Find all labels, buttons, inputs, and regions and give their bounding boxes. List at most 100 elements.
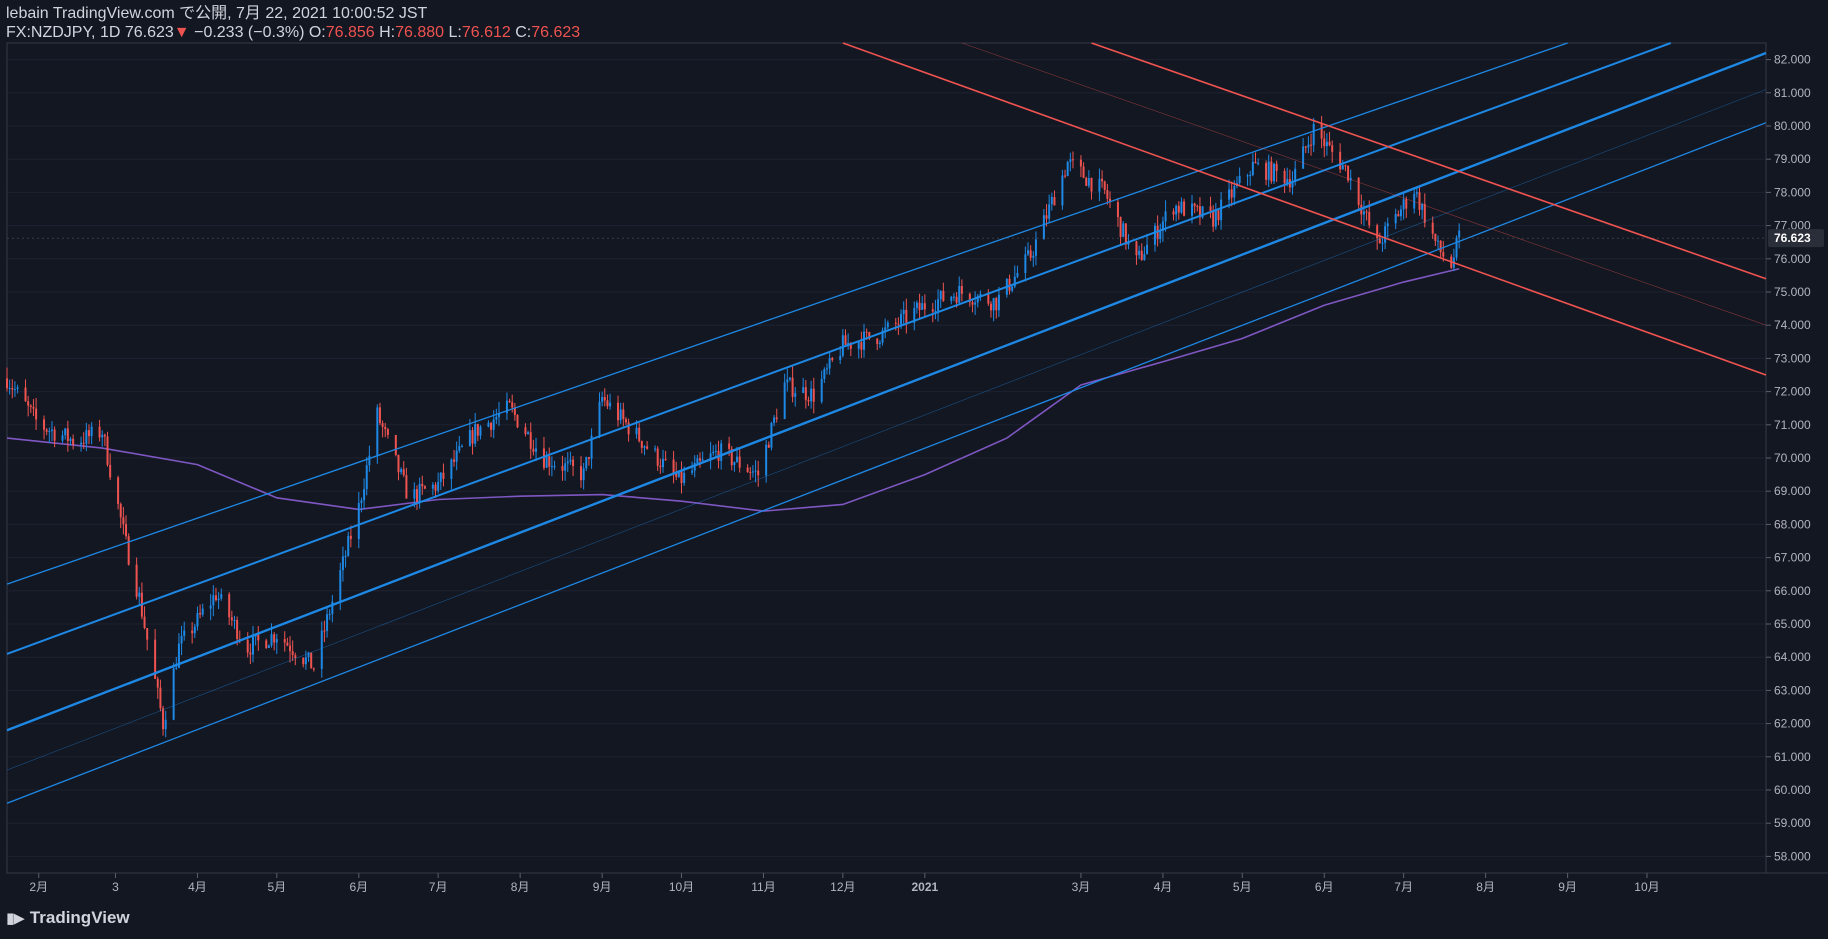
candle-body [905, 309, 908, 323]
candle-body [989, 303, 992, 311]
candle-body [143, 616, 146, 628]
y-tick-label: 81.000 [1774, 86, 1811, 100]
candle-body [1013, 276, 1016, 287]
candle-body [283, 639, 286, 643]
candle-body [995, 298, 998, 311]
x-tick-label: 3月 [1072, 880, 1091, 894]
x-tick-label: 6月 [1315, 880, 1334, 894]
last-price: 76.623 [124, 24, 174, 41]
candle-body [1191, 203, 1194, 216]
ascending-channel-upper-line [6, 42, 1672, 655]
candle-body [1312, 123, 1315, 146]
candle-body [1212, 210, 1215, 227]
candle-body [421, 483, 424, 487]
y-tick-label: 77.000 [1774, 219, 1811, 233]
y-tick-label: 61.000 [1774, 750, 1811, 764]
candle-body [749, 472, 752, 474]
candle-body [1307, 144, 1310, 148]
chart-header: lebain TradingView.com で公開, 7月 22, 2021 … [6, 4, 580, 42]
candle-body [1349, 177, 1352, 181]
candle-body [1251, 161, 1254, 176]
candle-body [1402, 199, 1405, 210]
candle-body [323, 630, 326, 632]
tradingview-logo[interactable]: ▮▶ TradingView [6, 908, 130, 928]
candle-body [331, 601, 334, 614]
candle-body [196, 612, 199, 627]
candle-body [265, 640, 268, 649]
candle-body [897, 323, 900, 325]
trendlines[interactable] [6, 42, 1767, 804]
candle-body [431, 484, 434, 489]
change-arrow-icon: ▼ [173, 24, 190, 41]
candle-body [802, 387, 805, 394]
candle-body [564, 463, 567, 471]
candle-body [1381, 242, 1384, 244]
candle-body [357, 503, 360, 540]
candle-body [302, 658, 305, 665]
candle-body [535, 448, 538, 452]
candle-body [699, 458, 702, 461]
candle-body [550, 466, 553, 468]
candle-body [1405, 199, 1408, 209]
candle-body [368, 455, 371, 466]
candle-body [1368, 211, 1371, 226]
grid [6, 42, 1767, 874]
candle-body [860, 342, 863, 350]
candle-body [1172, 211, 1175, 215]
candle-body [786, 379, 789, 383]
candle-body [532, 448, 535, 452]
candle-body [1101, 178, 1104, 182]
candle-body [365, 465, 368, 490]
candle-body [251, 636, 254, 655]
candle-body [1254, 161, 1257, 164]
candle-body [1143, 254, 1146, 260]
y-tick-label: 70.000 [1774, 451, 1811, 465]
axes: 58.000 59.000 60.000 61.000 62.000 63.000 64.0… [7, 53, 1828, 894]
candle-body [183, 630, 186, 636]
candle-body [622, 409, 625, 420]
candle-body [545, 456, 548, 468]
candle-body [1275, 163, 1278, 171]
candle-body [587, 457, 590, 459]
y-tick-label: 72.000 [1774, 385, 1811, 399]
candle-body [730, 448, 733, 466]
high-label: H: [379, 24, 396, 41]
candle-body [214, 595, 217, 601]
candle-body [881, 330, 884, 343]
candle-body [122, 517, 125, 525]
candle-body [1085, 177, 1088, 186]
candle-body [363, 489, 366, 501]
candle-body [249, 652, 252, 655]
candle-body [868, 331, 871, 339]
candle-body [146, 627, 149, 640]
candle-body [1378, 238, 1381, 244]
candle-body [1071, 159, 1074, 161]
candle-body [548, 456, 551, 467]
candle-body [976, 295, 979, 303]
candle-body [1265, 162, 1268, 180]
candle-body [942, 290, 945, 301]
candle-body [810, 388, 813, 402]
candle-body [1302, 146, 1305, 169]
candle-body [90, 426, 93, 437]
y-tick-label: 64.000 [1774, 650, 1811, 664]
last-price-label-bg [1768, 229, 1824, 248]
candle-body [831, 358, 834, 361]
candle-body [50, 429, 53, 431]
candle-body [527, 432, 530, 435]
candle-body [344, 555, 347, 557]
candle-body [495, 416, 498, 420]
candle-body [794, 393, 797, 397]
candle-body [1394, 214, 1397, 224]
candle-body [601, 396, 604, 402]
candle-body [85, 430, 88, 444]
candle-body [746, 467, 749, 473]
candle-body [103, 434, 106, 437]
x-tick-label: 4月 [1154, 880, 1173, 894]
candle-body [680, 471, 683, 484]
candle-body [1246, 175, 1249, 177]
candle-body [117, 477, 120, 505]
symbol-label[interactable]: FX:NZDJPY, 1D [6, 24, 121, 41]
candle-body [437, 481, 440, 491]
